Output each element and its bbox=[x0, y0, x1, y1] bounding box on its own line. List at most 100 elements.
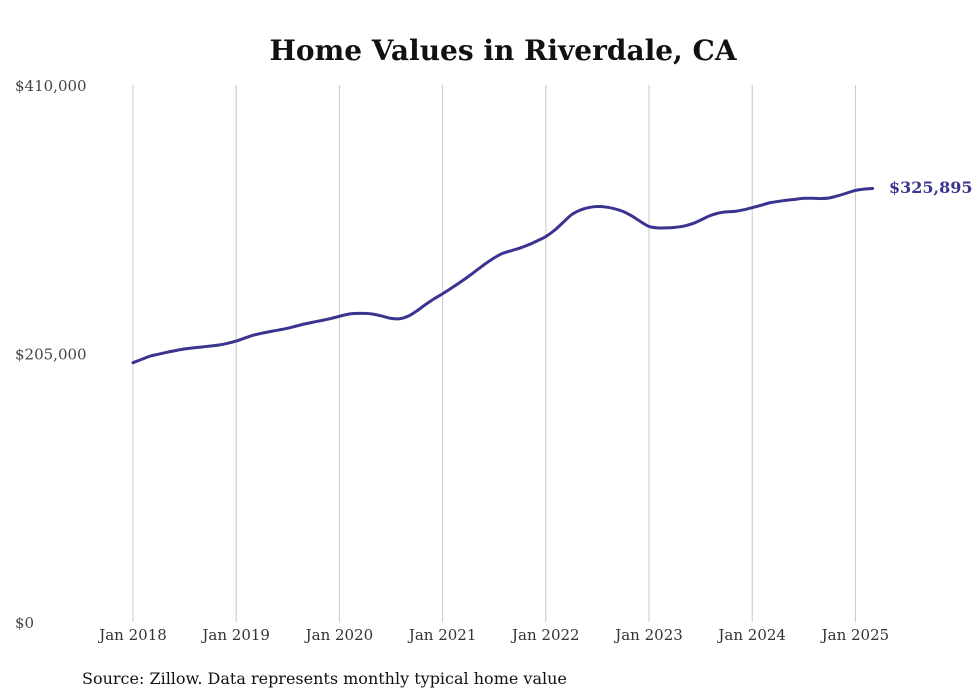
data-point-2022-06 bbox=[587, 206, 590, 209]
data-point-2023-05 bbox=[682, 225, 685, 228]
data-point-2020-02 bbox=[347, 313, 350, 316]
data-point-2019-09 bbox=[304, 322, 307, 325]
data-point-2020-05 bbox=[372, 313, 375, 316]
data-point-2020-01 bbox=[338, 315, 341, 318]
data-point-2021-10 bbox=[519, 247, 522, 250]
data-point-2022-08 bbox=[605, 206, 608, 209]
data-point-2018-12 bbox=[226, 342, 229, 345]
data-point-2025-01 bbox=[854, 189, 857, 192]
data-point-2018-09 bbox=[200, 345, 203, 348]
series-layer bbox=[131, 186, 875, 365]
data-point-2021-07 bbox=[493, 256, 496, 259]
data-point-2019-03 bbox=[252, 334, 255, 337]
y-tick-label: $205,000 bbox=[15, 346, 87, 364]
data-point-2020-04 bbox=[364, 312, 367, 315]
data-point-2019-10 bbox=[312, 321, 315, 324]
data-point-2021-12 bbox=[536, 239, 539, 242]
data-point-2024-08 bbox=[811, 197, 814, 200]
data-point-2024-02 bbox=[759, 204, 762, 207]
y-axis-ticks: $0 $205,000 $410,000 bbox=[15, 77, 87, 632]
end-value-label: $325,895 bbox=[889, 178, 973, 197]
data-point-2024-10 bbox=[828, 196, 831, 199]
data-point-2023-01 bbox=[648, 225, 651, 228]
x-tick-label: Jan 2018 bbox=[97, 626, 167, 644]
data-point-2019-11 bbox=[321, 319, 324, 322]
data-point-2024-06 bbox=[794, 198, 797, 201]
data-point-2018-07 bbox=[183, 347, 186, 350]
data-point-2024-04 bbox=[777, 200, 780, 203]
data-point-2021-11 bbox=[527, 243, 530, 246]
data-point-2021-03 bbox=[458, 281, 461, 284]
data-point-2018-01 bbox=[132, 361, 135, 364]
data-point-2018-08 bbox=[192, 346, 195, 349]
data-point-2023-08 bbox=[708, 214, 711, 217]
data-point-2024-11 bbox=[837, 194, 840, 197]
data-point-2020-09 bbox=[407, 315, 410, 318]
data-point-2019-01 bbox=[235, 340, 238, 343]
data-point-2021-02 bbox=[450, 287, 453, 290]
gridlines bbox=[132, 85, 856, 622]
data-point-2019-12 bbox=[329, 317, 332, 320]
home-value-line bbox=[131, 186, 875, 365]
data-point-2025-02 bbox=[863, 188, 866, 191]
data-point-2021-06 bbox=[484, 262, 487, 265]
data-point-2024-09 bbox=[820, 197, 823, 200]
y-tick-label: $410,000 bbox=[15, 77, 87, 95]
data-point-2023-10 bbox=[725, 210, 728, 213]
data-point-2022-11 bbox=[630, 214, 633, 217]
x-tick-label: Jan 2021 bbox=[407, 626, 477, 644]
data-point-2022-07 bbox=[596, 205, 599, 208]
data-point-2024-07 bbox=[802, 197, 805, 200]
data-point-2020-12 bbox=[433, 297, 436, 300]
data-point-2019-06 bbox=[278, 328, 281, 331]
data-point-2024-05 bbox=[785, 199, 788, 202]
data-point-2023-09 bbox=[716, 212, 719, 215]
data-point-2018-03 bbox=[149, 355, 152, 358]
data-point-2018-04 bbox=[157, 353, 160, 356]
x-tick-label: Jan 2024 bbox=[716, 626, 786, 644]
source-note: Source: Zillow. Data represents monthly … bbox=[82, 669, 567, 688]
data-point-2019-08 bbox=[295, 325, 298, 328]
data-point-2021-04 bbox=[467, 275, 470, 278]
data-point-2023-12 bbox=[742, 208, 745, 211]
x-axis-ticks: Jan 2018 Jan 2019 Jan 2020 Jan 2021 Jan 2022… bbox=[97, 626, 889, 644]
data-point-2022-09 bbox=[613, 207, 616, 210]
data-point-2020-03 bbox=[355, 312, 358, 315]
data-point-2018-11 bbox=[218, 343, 221, 346]
data-point-2018-10 bbox=[209, 345, 212, 348]
data-point-2022-01 bbox=[544, 235, 547, 238]
data-point-2020-10 bbox=[415, 309, 418, 312]
x-tick-label: Jan 2022 bbox=[510, 626, 580, 644]
data-point-2018-06 bbox=[175, 349, 178, 352]
data-point-2023-04 bbox=[673, 226, 676, 229]
data-point-2023-02 bbox=[656, 226, 659, 229]
data-point-2022-05 bbox=[579, 209, 582, 212]
data-point-2023-11 bbox=[734, 210, 737, 213]
data-point-2021-09 bbox=[510, 249, 513, 252]
data-point-2019-02 bbox=[243, 337, 246, 340]
y-tick-label: $0 bbox=[15, 614, 34, 632]
data-point-2024-12 bbox=[845, 192, 848, 195]
data-point-2021-05 bbox=[476, 269, 479, 272]
x-tick-label: Jan 2025 bbox=[820, 626, 890, 644]
data-point-2022-12 bbox=[639, 220, 642, 223]
data-point-2020-06 bbox=[381, 315, 384, 318]
data-point-2020-07 bbox=[390, 317, 393, 320]
data-point-2022-03 bbox=[562, 221, 565, 224]
data-point-2019-04 bbox=[261, 332, 264, 335]
data-point-2019-07 bbox=[286, 327, 289, 330]
data-point-2023-03 bbox=[665, 226, 668, 229]
data-point-2024-01 bbox=[751, 206, 754, 209]
data-point-2020-11 bbox=[424, 303, 427, 306]
data-point-2020-08 bbox=[398, 317, 401, 320]
data-point-2022-02 bbox=[553, 229, 556, 232]
data-point-2018-05 bbox=[166, 351, 169, 354]
chart-title: Home Values in Riverdale, CA bbox=[269, 34, 737, 67]
data-point-2021-08 bbox=[501, 252, 504, 255]
x-tick-label: Jan 2023 bbox=[613, 626, 683, 644]
x-tick-label: Jan 2020 bbox=[304, 626, 374, 644]
data-point-2022-10 bbox=[622, 210, 625, 213]
data-point-2018-02 bbox=[140, 358, 143, 361]
data-point-2024-03 bbox=[768, 201, 771, 204]
